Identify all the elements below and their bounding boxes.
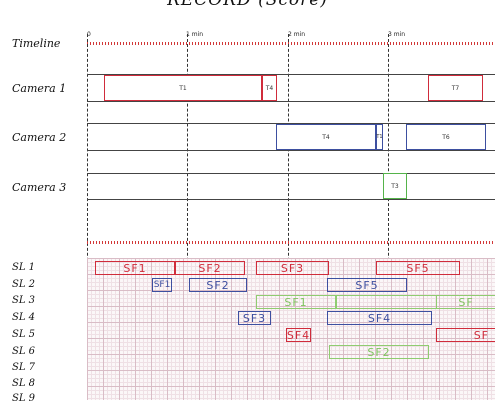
camera-3-track-top: [87, 173, 495, 174]
camera-2-take-t4[interactable]: T4: [276, 124, 376, 150]
camera-2-track-top: [87, 123, 495, 124]
camera-3-label: Camera 3: [12, 181, 67, 194]
camera-2-take-t1[interactable]: T1: [376, 124, 383, 150]
sl-label-2: SL 2: [12, 279, 36, 290]
sl2-sf2-block[interactable]: SF2: [189, 278, 247, 292]
graph-paper-area: [87, 258, 495, 400]
camera-1-track-top: [87, 74, 495, 75]
page-title: RECORD (Score): [167, 0, 328, 10]
sl3-sf1-block[interactable]: SF1: [256, 295, 336, 309]
sl-label-1: SL 1: [12, 262, 36, 273]
sl3-sf-block[interactable]: SF: [436, 295, 495, 309]
gridline-0: [87, 34, 88, 400]
sl2-sf1-block[interactable]: SF1: [152, 278, 172, 292]
camera-3-take-t3[interactable]: T3: [383, 173, 407, 199]
tick-label-1min: 1 min: [186, 31, 204, 38]
sl4-sf4-block[interactable]: SF4: [327, 311, 432, 325]
sl-label-9: SL 9: [12, 393, 36, 404]
camera-3-track-bottom: [87, 199, 495, 200]
camera-1-take-t7[interactable]: T7: [428, 75, 483, 101]
tick-label-3min: 3 min: [388, 31, 406, 38]
camera-1-label: Camera 1: [12, 82, 67, 95]
timeline-ruler-bottom: [87, 241, 495, 244]
gridline-2min: [288, 34, 289, 400]
sl2-sf5-block[interactable]: SF5: [327, 278, 407, 292]
gridline-3min: [388, 34, 389, 400]
sl-label-4: SL 4: [12, 312, 36, 323]
sl5-sf4-block[interactable]: SF4: [286, 328, 311, 342]
camera-1-take-t4[interactable]: T4: [262, 75, 277, 101]
sl-label-6: SL 6: [12, 346, 36, 357]
sl5-sf-block[interactable]: SF: [436, 328, 495, 342]
sl-label-5: SL 5: [12, 329, 36, 340]
camera-2-take-t6[interactable]: T6: [406, 124, 486, 150]
camera-1-track-bottom: [87, 101, 495, 102]
sl3-empty-block[interactable]: [336, 295, 436, 309]
camera-2-label: Camera 2: [12, 131, 67, 144]
timeline-label: Timeline: [12, 37, 61, 50]
sl1-sf5-block[interactable]: SF5: [376, 261, 460, 275]
camera-2-track-bottom: [87, 150, 495, 151]
timeline-ruler-top: [87, 42, 495, 45]
sl1-sf2-block[interactable]: SF2: [175, 261, 245, 275]
sl-label-3: SL 3: [12, 295, 36, 306]
tick-label-0: 0: [87, 31, 91, 38]
sl-label-8: SL 8: [12, 378, 36, 389]
camera-1-take-t1[interactable]: T1: [104, 75, 262, 101]
gridline-1min: [187, 34, 188, 400]
sl1-sf1-block[interactable]: SF1: [95, 261, 175, 275]
sl1-sf3-block[interactable]: SF3: [256, 261, 329, 275]
sl-label-7: SL 7: [12, 362, 36, 373]
tick-label-2min: 2 min: [288, 31, 306, 38]
sl6-sf2-block[interactable]: SF2: [329, 345, 429, 359]
sl4-sf3-block[interactable]: SF3: [238, 311, 271, 325]
